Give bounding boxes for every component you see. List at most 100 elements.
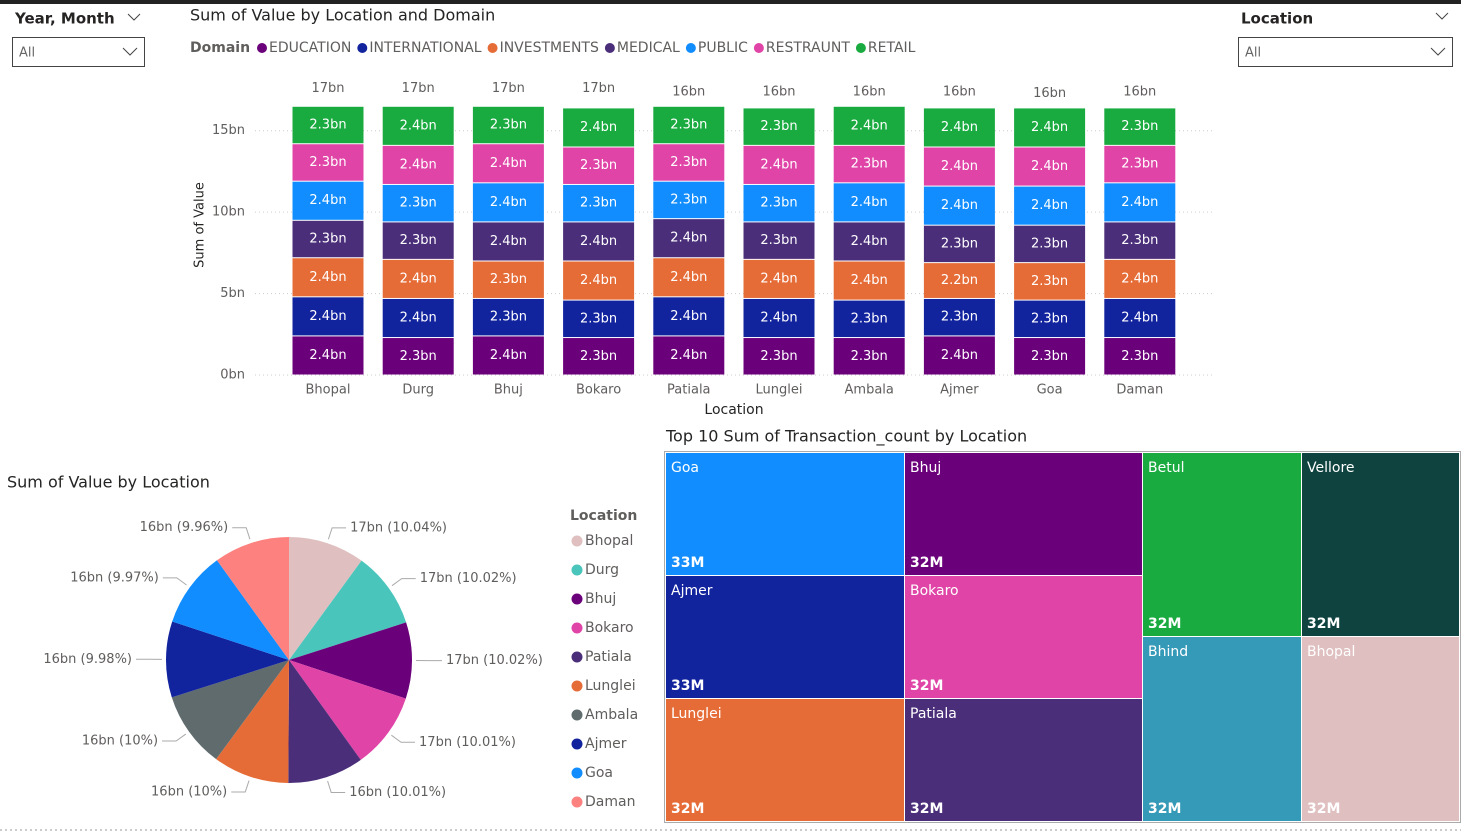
slicer-dropdown[interactable] bbox=[12, 37, 145, 67]
bar-segment bbox=[923, 108, 995, 147]
data-label: 16bn (9.97%) bbox=[70, 570, 159, 585]
data-label: 2.4bn bbox=[309, 193, 346, 208]
data-label: 2.4bn bbox=[760, 271, 797, 286]
legend-label: INTERNATIONAL bbox=[369, 40, 481, 56]
slicer-value: All bbox=[19, 46, 35, 61]
tile-label: Bokaro bbox=[910, 583, 959, 599]
y-tick-label: 10bn bbox=[212, 205, 245, 220]
bar-segment bbox=[1104, 183, 1176, 222]
tile-value: 33M bbox=[671, 555, 704, 571]
data-label: 2.4bn bbox=[309, 309, 346, 324]
data-label: 2.3bn bbox=[1031, 236, 1068, 251]
bar-segment bbox=[1014, 263, 1086, 300]
data-label: 2.3bn bbox=[941, 310, 978, 325]
slicer-dropdown[interactable] bbox=[1238, 37, 1453, 67]
data-label: 2.4bn bbox=[1031, 120, 1068, 135]
data-label: 2.3bn bbox=[851, 157, 888, 172]
pie-slice bbox=[165, 621, 289, 698]
data-label: 2.4bn bbox=[941, 159, 978, 174]
x-tick-label: Bhuj bbox=[494, 383, 523, 398]
bar-segment bbox=[292, 144, 364, 181]
bar-segment bbox=[743, 108, 815, 145]
data-label: 2.4bn bbox=[1031, 159, 1068, 174]
x-tick-label: Bokaro bbox=[576, 383, 621, 398]
data-label: 2.4bn bbox=[851, 118, 888, 133]
legend-marker bbox=[604, 43, 615, 53]
legend-label: Goa bbox=[585, 765, 613, 781]
legend-label: RETAIL bbox=[868, 40, 916, 56]
slicer-title: Year, Month bbox=[14, 10, 115, 28]
data-label: 2.3bn bbox=[309, 155, 346, 170]
data-label: 2.3bn bbox=[851, 311, 888, 326]
data-label: 2.3bn bbox=[760, 233, 797, 248]
data-label: 16bn (10%) bbox=[82, 734, 158, 749]
data-label: 17bn (10.01%) bbox=[419, 735, 516, 750]
treemap-tile bbox=[666, 699, 904, 821]
tile-label: Vellore bbox=[1307, 460, 1355, 476]
bar-segment bbox=[923, 186, 995, 225]
treemap-tile bbox=[1143, 637, 1301, 821]
bar-segment bbox=[833, 261, 905, 300]
bar-segment bbox=[833, 145, 905, 183]
data-label: 2.4bn bbox=[400, 157, 437, 172]
bar-segment bbox=[653, 181, 725, 219]
data-label: 16bn (10.01%) bbox=[349, 785, 446, 800]
pie-slice bbox=[289, 622, 412, 699]
treemap-tile bbox=[905, 576, 1142, 698]
tile-label: Ajmer bbox=[671, 583, 713, 599]
total-label: 16bn bbox=[943, 84, 976, 99]
total-label: 16bn bbox=[853, 84, 886, 99]
tile-label: Betul bbox=[1148, 460, 1184, 476]
x-axis-label: Location bbox=[704, 402, 763, 418]
data-label: 2.3bn bbox=[1121, 349, 1158, 364]
leader-line bbox=[232, 527, 251, 540]
data-label: 2.4bn bbox=[670, 309, 707, 324]
total-label: 17bn bbox=[402, 81, 435, 96]
data-label: 2.3bn bbox=[1121, 157, 1158, 172]
bar-segment bbox=[923, 336, 995, 375]
data-label: 2.4bn bbox=[490, 348, 527, 363]
tile-value: 32M bbox=[910, 555, 943, 571]
data-label: 2.4bn bbox=[1031, 198, 1068, 213]
legend-label: RESTRAUNT bbox=[766, 40, 850, 56]
bar-segment bbox=[833, 300, 905, 338]
legend-title: Location bbox=[570, 508, 637, 524]
legend-marker bbox=[855, 43, 866, 53]
bar-segment bbox=[653, 144, 725, 181]
y-axis-label: Sum of Value bbox=[193, 182, 208, 268]
data-label: 2.4bn bbox=[400, 118, 437, 133]
legend-label: Bokaro bbox=[585, 620, 634, 636]
data-label: 2.3bn bbox=[851, 349, 888, 364]
bar-segment bbox=[743, 145, 815, 184]
data-label: 2.4bn bbox=[1121, 271, 1158, 286]
legend-label: Bhuj bbox=[585, 591, 616, 607]
leader-line bbox=[327, 780, 346, 793]
data-label: 2.4bn bbox=[851, 273, 888, 288]
data-label: 2.4bn bbox=[851, 234, 888, 249]
pie-slice bbox=[172, 560, 289, 660]
legend-label: Durg bbox=[585, 562, 619, 578]
data-label: 2.3bn bbox=[580, 311, 617, 326]
bar-segment bbox=[1014, 108, 1086, 147]
data-label: 2.4bn bbox=[490, 156, 527, 171]
legend-label: Daman bbox=[585, 794, 635, 810]
data-label: 2.3bn bbox=[490, 118, 527, 133]
legend-marker bbox=[571, 535, 583, 547]
leader-line bbox=[327, 527, 347, 540]
data-label: 2.4bn bbox=[941, 120, 978, 135]
bar-segment bbox=[382, 184, 454, 222]
legend-label: MEDICAL bbox=[617, 40, 680, 56]
pie-slice bbox=[171, 660, 289, 760]
data-label: 2.4bn bbox=[400, 311, 437, 326]
x-tick-label: Ajmer bbox=[940, 383, 979, 398]
treemap-tile bbox=[905, 699, 1142, 821]
data-label: 2.4bn bbox=[580, 273, 617, 288]
pie-slice bbox=[289, 560, 407, 660]
bar-segment bbox=[1014, 225, 1086, 263]
tile-value: 32M bbox=[910, 801, 943, 817]
legend-title: Domain bbox=[190, 40, 250, 56]
bar-segment bbox=[382, 145, 454, 184]
data-label: 2.4bn bbox=[760, 311, 797, 326]
bar-segment bbox=[472, 183, 544, 222]
